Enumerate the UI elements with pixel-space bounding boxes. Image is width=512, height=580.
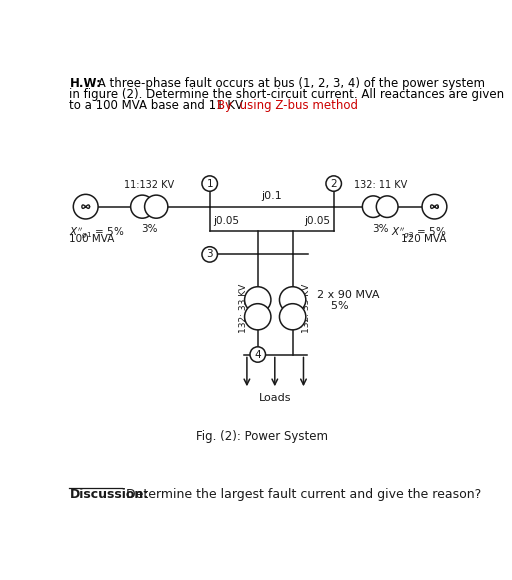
Text: 100 MVA: 100 MVA — [70, 234, 115, 244]
Text: 4: 4 — [254, 350, 261, 360]
Circle shape — [326, 176, 342, 191]
Text: 3: 3 — [206, 249, 213, 259]
Circle shape — [280, 304, 306, 330]
Text: 3%: 3% — [141, 224, 158, 234]
Circle shape — [362, 196, 384, 218]
Circle shape — [250, 347, 266, 362]
Text: in figure (2). Determine the short-circuit current. All reactances are given: in figure (2). Determine the short-circu… — [70, 88, 504, 101]
Circle shape — [245, 287, 271, 313]
Text: 3%: 3% — [372, 224, 389, 234]
Circle shape — [202, 246, 218, 262]
Circle shape — [73, 194, 98, 219]
Text: j0.05: j0.05 — [304, 216, 330, 226]
Text: 132: 33 KV: 132: 33 KV — [239, 284, 248, 333]
Text: Fig. (2): Power System: Fig. (2): Power System — [197, 430, 328, 443]
Text: 2 x 90 MVA
    5%: 2 x 90 MVA 5% — [317, 290, 380, 311]
Circle shape — [131, 195, 154, 218]
Text: 132: 33 KV: 132: 33 KV — [302, 284, 311, 333]
Circle shape — [280, 287, 306, 313]
Circle shape — [202, 176, 218, 191]
Text: 1: 1 — [206, 179, 213, 188]
Text: By  using Z-bus method: By using Z-bus method — [217, 99, 358, 112]
Text: A three-phase fault occurs at bus (1, 2, 3, 4) of the power system: A three-phase fault occurs at bus (1, 2,… — [94, 77, 485, 90]
Text: j0.1: j0.1 — [261, 191, 282, 201]
Text: Loads: Loads — [259, 393, 291, 403]
Circle shape — [144, 195, 168, 218]
Text: 2: 2 — [330, 179, 337, 188]
Text: H.W:: H.W: — [70, 77, 101, 90]
Circle shape — [422, 194, 447, 219]
Text: 132: 11 KV: 132: 11 KV — [354, 180, 407, 190]
Text: 11:132 KV: 11:132 KV — [124, 180, 174, 190]
Circle shape — [245, 304, 271, 330]
Text: to a 100 MVA base and 11 KV.: to a 100 MVA base and 11 KV. — [70, 99, 246, 112]
Text: $X''_{g1}$ = 5%: $X''_{g1}$ = 5% — [70, 225, 125, 240]
Text: Determine the largest fault current and give the reason?: Determine the largest fault current and … — [122, 488, 481, 501]
Text: 120 MVA: 120 MVA — [401, 234, 447, 244]
Circle shape — [376, 196, 398, 218]
Text: Discussion:: Discussion: — [70, 488, 148, 501]
Text: j0.05: j0.05 — [214, 216, 240, 226]
Text: $X''_{g2}$ = 5%: $X''_{g2}$ = 5% — [392, 225, 447, 240]
